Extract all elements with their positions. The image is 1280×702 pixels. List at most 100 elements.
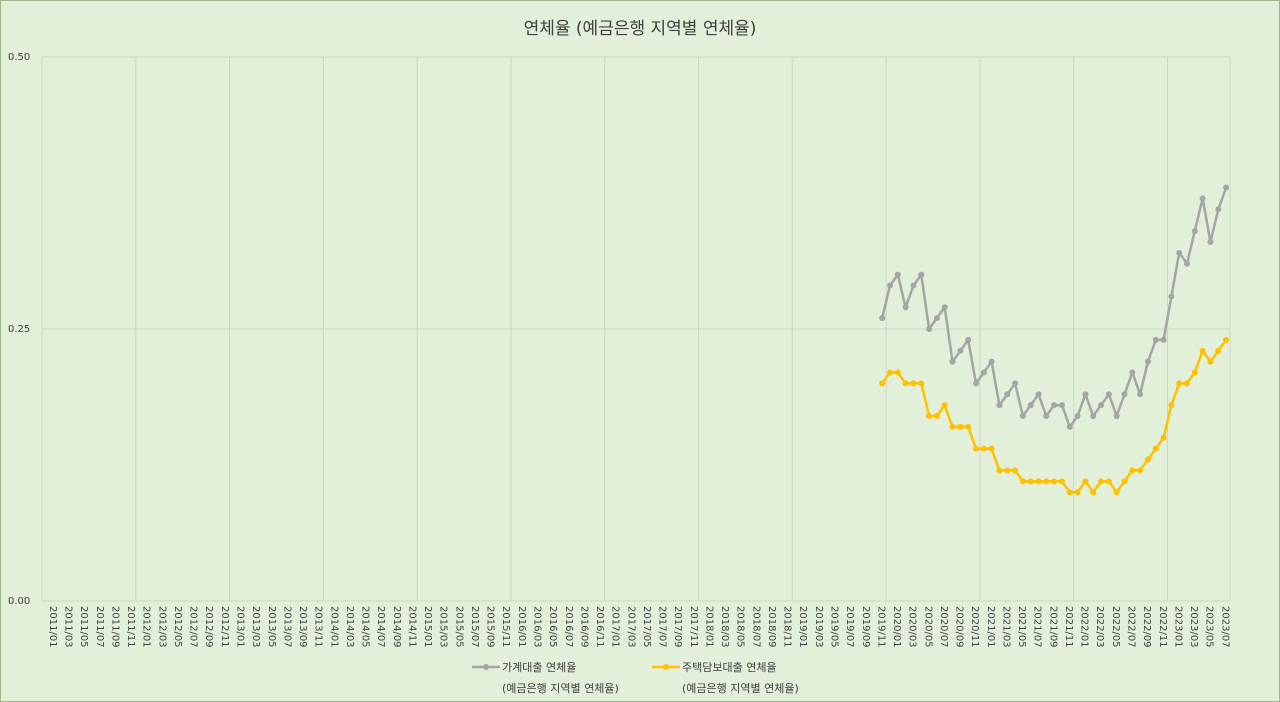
legend-sublabel-2: (예금은행 지역별 연체율) [682,682,799,695]
x-tick-label: 2018/03 [719,606,730,648]
x-tick-label: 2014/01 [328,606,339,648]
series-line-1 [880,187,1228,429]
data-point [1051,402,1058,409]
data-point [988,358,995,365]
data-point [1168,402,1175,409]
x-tick-label: 2015/07 [469,606,480,648]
x-tick-label: 2021/09 [1047,606,1058,648]
x-tick-label: 2019/01 [797,606,808,648]
data-point [1207,358,1214,365]
y-tick-label: 0.50 [8,52,30,63]
data-point [1012,467,1019,474]
x-tick-label: 2023/01 [1172,606,1183,648]
data-point [1012,380,1019,387]
data-point [941,304,948,311]
data-point [1043,413,1050,420]
x-tick-label: 2011/11 [125,606,136,648]
data-point [1199,347,1206,354]
data-point [1082,391,1089,398]
data-point [988,445,995,452]
data-point [910,282,917,289]
data-point [957,423,964,430]
data-point [1199,195,1206,202]
data-point [1058,478,1065,485]
x-tick-label: 2014/07 [375,606,386,648]
x-tick-label: 2012/05 [172,606,183,648]
x-tick-label: 2015/03 [438,606,449,648]
data-point [1035,391,1042,398]
data-point [1121,478,1128,485]
x-tick-label: 2018/05 [735,606,746,648]
x-tick-label: 2016/03 [531,606,542,648]
data-point [933,413,940,420]
legend-marker-1 [483,664,489,670]
data-point [1160,336,1167,343]
legend-label-2: 주택담보대출 연체율 [682,661,777,674]
data-point [1176,380,1183,387]
data-point [996,467,1003,474]
x-tick-label: 2017/09 [672,606,683,648]
x-tick-label: 2022/07 [1125,606,1136,648]
data-point [1098,402,1105,409]
data-point [879,380,886,387]
x-tick-label: 2017/11 [688,606,699,648]
x-tick-label: 2019/11 [875,606,886,648]
x-tick-label: 2013/11 [313,606,324,648]
x-tick-label: 2017/07 [657,606,668,648]
x-tick-label: 2011/09 [109,606,120,648]
x-tick-label: 2020/01 [891,606,902,648]
data-point [1137,467,1144,474]
data-point [1098,478,1105,485]
legend-marker-2 [663,664,669,670]
data-point [918,380,925,387]
x-tick-label: 2016/09 [578,606,589,648]
x-tick-label: 2021/03 [1000,606,1011,648]
x-tick-label: 2021/05 [1016,606,1027,648]
data-point [1223,184,1230,191]
data-point [887,369,894,376]
x-tick-label: 2012/11 [219,606,230,648]
x-tick-label: 2022/03 [1094,606,1105,648]
x-tick-label: 2019/03 [813,606,824,648]
data-point [965,336,972,343]
data-point [1184,260,1191,267]
x-tick-label: 2011/07 [94,606,105,648]
x-tick-label: 2011/01 [47,606,58,648]
data-point [1191,228,1198,235]
data-point [933,315,940,322]
data-point [1152,336,1159,343]
x-tick-label: 2023/05 [1204,606,1215,648]
x-tick-label: 2018/11 [782,606,793,648]
x-tick-label: 2020/09 [954,606,965,648]
data-point [1129,369,1136,376]
x-tick-label: 2013/03 [250,606,261,648]
data-point [1074,413,1081,420]
x-tick-label: 2022/09 [1141,606,1152,648]
data-point [1019,478,1026,485]
x-tick-label: 2023/07 [1219,606,1230,648]
data-point [910,380,917,387]
data-point [1090,489,1097,496]
x-tick-label: 2022/05 [1110,606,1121,648]
x-tick-label: 2022/11 [1157,606,1168,648]
data-point [894,271,901,278]
data-point [926,413,933,420]
x-tick-label: 2021/11 [1063,606,1074,648]
x-tick-label: 2017/03 [625,606,636,648]
x-tick-label: 2013/05 [266,606,277,648]
x-tick-label: 2017/01 [610,606,621,648]
data-point [879,315,886,322]
data-point [1176,249,1183,256]
x-tick-label: 2019/05 [828,606,839,648]
x-tick-label: 2014/05 [360,606,371,648]
x-tick-label: 2020/03 [907,606,918,648]
x-tick-label: 2011/03 [63,606,74,648]
data-point [1035,478,1042,485]
data-point [1184,380,1191,387]
x-tick-label: 2018/01 [703,606,714,648]
data-point [1129,467,1136,474]
data-point [1207,238,1214,245]
data-point [1082,478,1089,485]
data-point [1105,391,1112,398]
